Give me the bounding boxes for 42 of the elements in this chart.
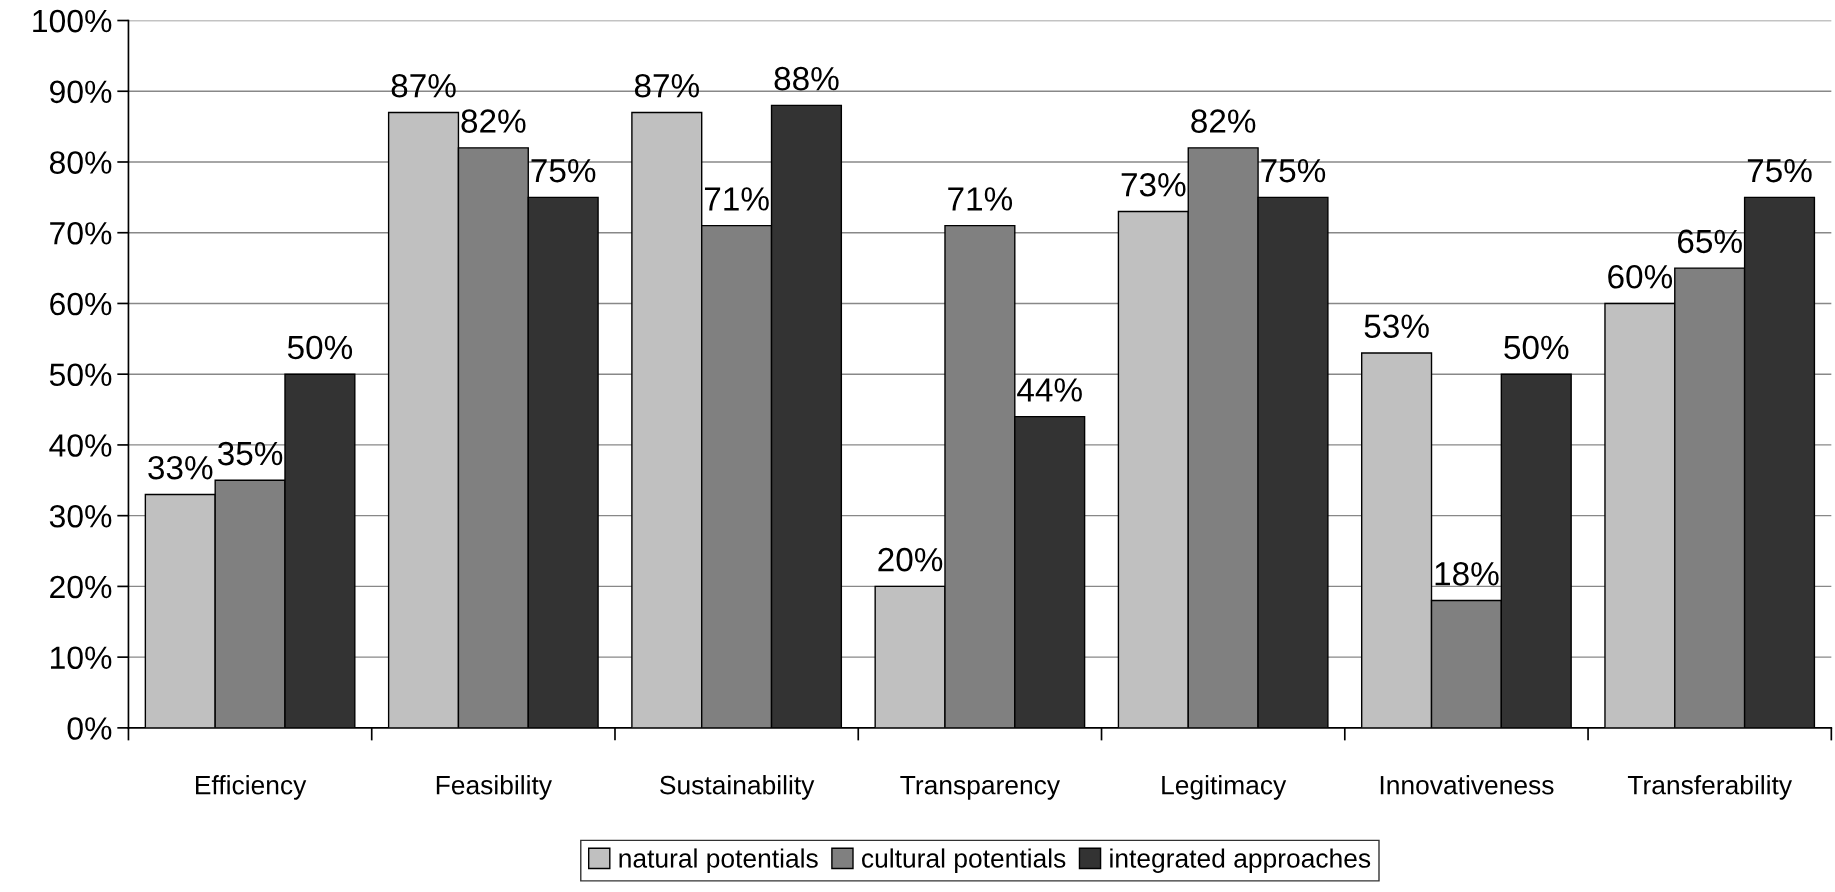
legend-label: natural potentials bbox=[619, 848, 818, 873]
data-label: 44% bbox=[1017, 378, 1082, 402]
x-tick-label: Transparency bbox=[900, 776, 1061, 800]
y-tick-label: 40% bbox=[49, 434, 112, 457]
data-label: 20% bbox=[878, 547, 943, 572]
x-tick-label: Legitimacy bbox=[1162, 775, 1287, 800]
legend-label: integrated approaches bbox=[1110, 848, 1371, 873]
x-tick-label: Transferability bbox=[1627, 775, 1793, 800]
data-label: 33% bbox=[148, 455, 213, 480]
data-label: 88% bbox=[774, 66, 839, 91]
data-label: 87% bbox=[634, 73, 699, 98]
data-label: 50% bbox=[287, 335, 353, 360]
x-tick-label: Innovativeness bbox=[1380, 775, 1554, 795]
legend-label: cultural potentials bbox=[862, 848, 1066, 873]
data-label: 75% bbox=[1261, 158, 1326, 183]
data-label: 71% bbox=[948, 187, 1013, 211]
data-label: 82% bbox=[461, 109, 526, 133]
x-tick-label: Sustainability bbox=[660, 775, 815, 800]
data-label: 18% bbox=[1435, 562, 1499, 586]
data-label: 53% bbox=[1364, 314, 1429, 339]
data-label: 75% bbox=[531, 158, 596, 183]
y-tick-label: 30% bbox=[49, 504, 112, 528]
y-tick-label: 80% bbox=[49, 151, 112, 174]
y-tick-label: 50% bbox=[49, 363, 112, 387]
y-tick-label: 90% bbox=[50, 80, 112, 104]
y-tick-label: 0% bbox=[67, 717, 112, 740]
data-label: 60% bbox=[1608, 264, 1673, 289]
y-tick-label: 10% bbox=[50, 646, 112, 670]
data-label: 87% bbox=[391, 73, 456, 98]
y-tick-label: 20% bbox=[50, 575, 112, 599]
y-tick-label: 100% bbox=[33, 9, 112, 33]
x-tick-label: Feasibility bbox=[436, 775, 552, 800]
data-label: 75% bbox=[1747, 158, 1812, 183]
y-tick-label: 60% bbox=[50, 292, 112, 316]
data-label: 71% bbox=[704, 187, 769, 211]
data-label: 50% bbox=[1504, 335, 1569, 360]
data-label: 65% bbox=[1678, 229, 1742, 254]
y-tick-label: 70% bbox=[50, 221, 112, 245]
x-tick-label: Efficiency bbox=[196, 775, 307, 800]
data-label: 35% bbox=[218, 441, 283, 466]
data-label: 73% bbox=[1121, 172, 1186, 197]
data-label: 82% bbox=[1191, 109, 1256, 133]
